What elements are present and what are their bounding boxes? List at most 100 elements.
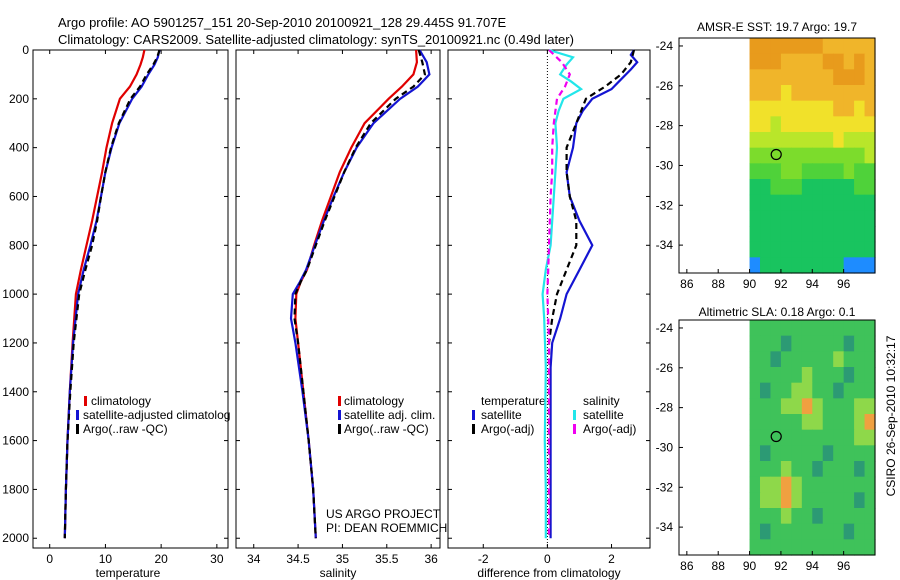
heatmap-cell xyxy=(812,461,824,478)
heatmap-cell xyxy=(843,179,855,196)
heatmap-cell xyxy=(843,461,855,478)
heatmap-cell xyxy=(801,38,813,55)
heatmap-cell xyxy=(843,241,855,258)
heatmap-cell xyxy=(760,398,772,415)
heatmap-cell xyxy=(864,414,876,431)
heatmap-cell xyxy=(822,429,834,446)
heatmap-cell xyxy=(749,226,761,243)
heatmap-cell xyxy=(822,194,834,211)
heatmap-cell xyxy=(854,116,866,133)
legend-swatch-satellite-adjusted xyxy=(76,410,79,420)
heatmap-cell xyxy=(801,241,813,258)
heatmap-cell xyxy=(833,257,845,274)
sst-map: AMSR-E SST: 19.7 Argo: 19.7 86 88 90 92 94 96… xyxy=(656,20,876,291)
heatmap-cell xyxy=(812,320,824,337)
heatmap-cell xyxy=(780,398,792,415)
heatmap-cell xyxy=(801,226,813,243)
heatmap-cell xyxy=(822,257,834,274)
heatmap-cell xyxy=(749,163,761,180)
heatmap-cell xyxy=(812,163,824,180)
heatmap-cell xyxy=(791,508,803,525)
heatmap-cell xyxy=(780,508,792,525)
heatmap-cell xyxy=(854,382,866,399)
heatmap-cell xyxy=(854,429,866,446)
y-tick-label: 200 xyxy=(9,92,29,106)
heatmap-cell xyxy=(812,100,824,117)
heatmap-cell xyxy=(864,382,876,399)
heatmap-cell xyxy=(843,38,855,55)
heatmap-cell xyxy=(822,69,834,86)
heatmap-cell xyxy=(812,210,824,227)
heatmap-cell xyxy=(843,85,855,102)
heatmap-cell xyxy=(812,85,824,102)
heatmap-cell xyxy=(843,163,855,180)
heatmap-cell xyxy=(749,445,761,462)
x-tick-label: 94 xyxy=(806,277,820,291)
y-tick-label: -32 xyxy=(656,198,674,212)
heatmap-cell xyxy=(801,257,813,274)
heatmap-cell xyxy=(822,132,834,149)
heatmap-cell xyxy=(760,523,772,540)
heatmap-cell xyxy=(854,523,866,540)
legend-label-temp-argo: Argo(-adj) xyxy=(481,422,534,436)
heatmap-cell xyxy=(833,335,845,352)
heatmap-cell xyxy=(780,523,792,540)
heatmap-cell xyxy=(760,257,772,274)
heatmap-cell xyxy=(843,226,855,243)
legend-label-argo-raw: Argo(..raw -QC) xyxy=(344,422,429,436)
heatmap-cell xyxy=(791,398,803,415)
series-line-climatology xyxy=(63,49,146,539)
heatmap-cell xyxy=(770,257,782,274)
x-tick-label: 34.5 xyxy=(286,552,310,566)
heatmap-cell xyxy=(749,38,761,55)
y-tick-label: 1000 xyxy=(2,287,29,301)
heatmap-cell xyxy=(812,194,824,211)
heatmap-cell xyxy=(749,241,761,258)
series-line-salinity-satellite xyxy=(541,48,584,539)
salinity-legend: climatology satellite adj. clim. Argo(..… xyxy=(338,394,435,436)
heatmap-cell xyxy=(854,335,866,352)
heatmap-cell xyxy=(833,414,845,431)
header-line-2: Climatology: CARS2009. Satellite-adjuste… xyxy=(58,32,574,47)
heatmap-cell xyxy=(833,163,845,180)
y-tick-label: -34 xyxy=(656,238,674,252)
difference-profile-chart: difference from climatology temperature … xyxy=(447,48,651,580)
y-tick-label: 1600 xyxy=(2,434,29,448)
heatmap-cell xyxy=(833,320,845,337)
heatmap-cell xyxy=(864,132,876,149)
project-annotation-line-2: PI: DEAN ROEMMICH xyxy=(326,521,447,535)
y-tick-label: -24 xyxy=(656,39,674,53)
x-tick-label: 92 xyxy=(774,559,788,573)
heatmap-cell xyxy=(749,523,761,540)
heatmap-cell xyxy=(812,132,824,149)
heatmap-cell xyxy=(864,85,876,102)
heatmap-cell xyxy=(760,226,772,243)
heatmap-cell xyxy=(864,445,876,462)
heatmap-cell xyxy=(843,210,855,227)
heatmap-cell xyxy=(854,179,866,196)
heatmap-cell xyxy=(770,69,782,86)
x-tick-label: 92 xyxy=(774,277,788,291)
sst-heatmap-cells xyxy=(749,38,876,274)
x-tick-label: 94 xyxy=(806,559,820,573)
heatmap-cell xyxy=(822,476,834,493)
heatmap-cell xyxy=(760,429,772,446)
series-line-satellite-adj-clim- xyxy=(289,49,431,539)
heatmap-cell xyxy=(864,116,876,133)
x-tick-label: 86 xyxy=(680,277,694,291)
legend-swatch-argo-raw xyxy=(338,424,341,434)
heatmap-cell xyxy=(801,351,813,368)
heatmap-cell xyxy=(854,367,866,384)
heatmap-cell xyxy=(801,194,813,211)
heatmap-cell xyxy=(843,320,855,337)
heatmap-cell xyxy=(760,382,772,399)
heatmap-cell xyxy=(833,492,845,509)
salinity-xlabel: salinity xyxy=(320,566,357,580)
heatmap-cell xyxy=(791,194,803,211)
heatmap-cell xyxy=(791,539,803,556)
heatmap-cell xyxy=(749,476,761,493)
heatmap-cell xyxy=(843,492,855,509)
y-tick-label: -26 xyxy=(656,79,674,93)
heatmap-cell xyxy=(864,226,876,243)
heatmap-cell xyxy=(864,508,876,525)
